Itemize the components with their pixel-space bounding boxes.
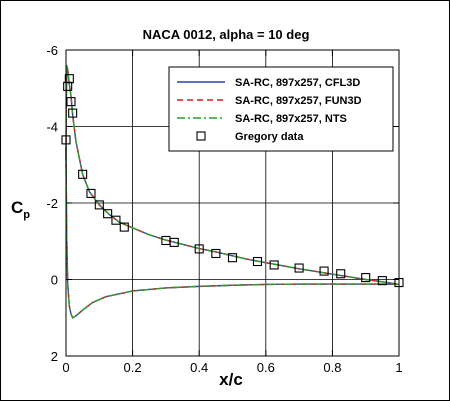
gregory-data-point [64, 74, 74, 84]
y-tick-label: -2 [46, 196, 58, 211]
x-tick-label: 0.8 [323, 360, 341, 375]
gregory-data-point [86, 188, 96, 198]
gregory-data-point [94, 200, 104, 210]
y-axis-label-main: C [11, 198, 23, 217]
x-axis-label: x/c [219, 370, 243, 389]
x-tick-label: 1 [395, 360, 402, 375]
y-axis-label-subscript: p [23, 209, 30, 221]
curves [65, 65, 400, 319]
legend-label-markers: Gregory data [235, 131, 304, 143]
gregory-data-point [377, 276, 387, 286]
gregory-data-point [361, 273, 371, 283]
gregory-data-point [319, 266, 329, 276]
x-tick-label: 0.2 [124, 360, 142, 375]
y-ticks: -6 -4 -2 0 2 [46, 43, 399, 364]
gregory-data-point [194, 244, 204, 254]
x-tick-label: 0 [62, 360, 69, 375]
gregory-data-point [68, 108, 78, 118]
gregory-markers [61, 74, 404, 288]
gregory-data-point [227, 253, 238, 263]
series-2-lower-line [65, 153, 400, 319]
series-3-lower-line [65, 153, 400, 319]
series-1-lower-line [65, 153, 400, 319]
x-tick-label: 0.4 [190, 360, 208, 375]
gregory-data-point [211, 248, 221, 259]
gregory-data-point [103, 209, 113, 219]
legend-label-1: SA-RC, 897x257, CFL3D [235, 77, 360, 89]
series-3-upper-line [65, 65, 400, 286]
legend-marker [196, 131, 206, 141]
legend-label-2: SA-RC, 897x257, FUN3D [235, 95, 362, 107]
gregory-data-point [294, 263, 304, 273]
x-tick-label: 0.6 [257, 360, 275, 375]
legend: SA-RC, 897x257, CFL3D SA-RC, 897x257, FUN… [168, 66, 394, 152]
x-ticks: 0 0.2 0.4 0.6 0.8 1 [62, 50, 403, 375]
legend-label-3: SA-RC, 897x257, NTS [235, 113, 347, 125]
y-tick-label: -6 [46, 43, 58, 58]
gregory-data-point [78, 169, 88, 179]
gregory-data-point [336, 269, 346, 279]
gregory-data-point [169, 237, 179, 247]
gregory-data-point [269, 260, 279, 270]
gregory-data-point [119, 222, 129, 232]
chart-title: NACA 0012, alpha = 10 deg [143, 27, 310, 42]
gregory-data-point [66, 97, 76, 107]
y-axis-label: Cp [11, 198, 30, 221]
legend-box [168, 66, 394, 152]
y-tick-label: -4 [46, 120, 58, 135]
gregory-data-point [111, 215, 121, 225]
gregory-data-point [252, 256, 263, 267]
y-tick-label: 0 [51, 273, 58, 288]
y-tick-label: 2 [51, 349, 58, 364]
